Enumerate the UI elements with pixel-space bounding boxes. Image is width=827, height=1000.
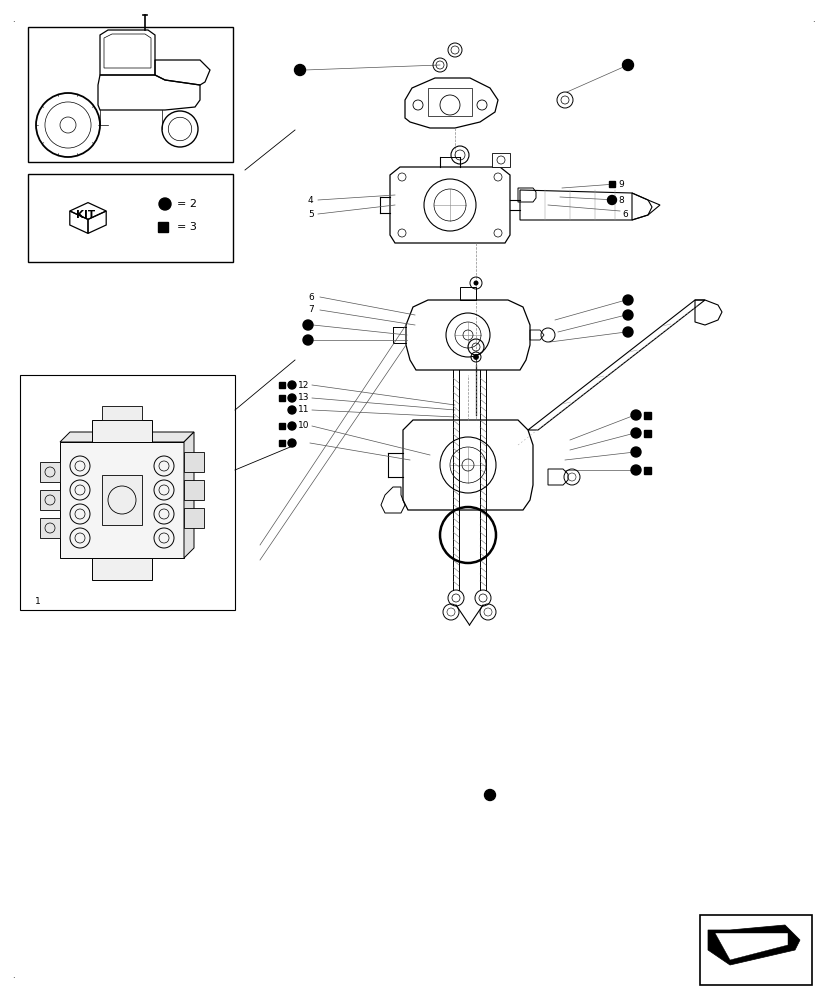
- Circle shape: [622, 60, 633, 71]
- Circle shape: [622, 295, 632, 305]
- Text: 4: 4: [308, 196, 313, 205]
- Circle shape: [630, 410, 640, 420]
- Bar: [28, 27, 232, 162]
- Circle shape: [630, 465, 640, 475]
- Text: 1: 1: [35, 597, 41, 606]
- Bar: [184, 452, 203, 472]
- Text: = 3: = 3: [177, 222, 197, 232]
- Bar: [184, 480, 203, 500]
- Circle shape: [294, 64, 305, 76]
- Bar: [643, 466, 651, 474]
- Bar: [40, 518, 60, 538]
- Text: 12: 12: [298, 380, 309, 389]
- Text: .: .: [12, 971, 15, 980]
- Circle shape: [630, 447, 640, 457]
- Text: 11: 11: [298, 406, 309, 414]
- Bar: [279, 440, 284, 446]
- Polygon shape: [184, 432, 194, 558]
- Text: 9: 9: [617, 180, 623, 189]
- Text: 5: 5: [308, 210, 313, 219]
- Text: 6: 6: [621, 210, 627, 219]
- Circle shape: [159, 198, 171, 210]
- Bar: [102, 406, 141, 420]
- Bar: [279, 395, 284, 401]
- Bar: [609, 181, 614, 187]
- Circle shape: [288, 422, 295, 430]
- Text: KIT: KIT: [76, 210, 95, 220]
- Bar: [643, 430, 651, 436]
- Circle shape: [484, 790, 495, 800]
- Text: 7: 7: [308, 306, 313, 314]
- Bar: [92, 558, 152, 580]
- Bar: [428, 88, 471, 116]
- Bar: [184, 508, 203, 528]
- Bar: [40, 490, 60, 510]
- Circle shape: [622, 327, 632, 337]
- Circle shape: [288, 439, 295, 447]
- Text: 8: 8: [617, 196, 623, 205]
- Circle shape: [303, 320, 313, 330]
- Text: 13: 13: [298, 393, 309, 402]
- Bar: [28, 174, 232, 262]
- Bar: [60, 442, 184, 558]
- Text: .: .: [811, 15, 814, 24]
- Circle shape: [630, 428, 640, 438]
- Bar: [491, 153, 509, 167]
- Circle shape: [607, 196, 616, 205]
- Bar: [279, 423, 284, 429]
- Circle shape: [288, 394, 295, 402]
- Bar: [20, 375, 235, 610]
- Bar: [40, 462, 60, 482]
- Bar: [643, 412, 651, 418]
- Circle shape: [288, 406, 295, 414]
- Circle shape: [622, 310, 632, 320]
- Text: .: .: [12, 15, 15, 24]
- Text: 10: 10: [298, 422, 309, 430]
- Circle shape: [288, 381, 295, 389]
- Text: = 2: = 2: [177, 199, 197, 209]
- Bar: [279, 382, 284, 388]
- Bar: [102, 475, 141, 525]
- Polygon shape: [715, 933, 787, 960]
- Polygon shape: [707, 925, 799, 965]
- Polygon shape: [60, 432, 194, 442]
- Bar: [699, 915, 811, 985]
- Bar: [158, 222, 168, 232]
- Circle shape: [303, 335, 313, 345]
- Circle shape: [473, 355, 478, 360]
- Text: 6: 6: [308, 292, 313, 302]
- Circle shape: [473, 280, 478, 286]
- Bar: [92, 420, 152, 442]
